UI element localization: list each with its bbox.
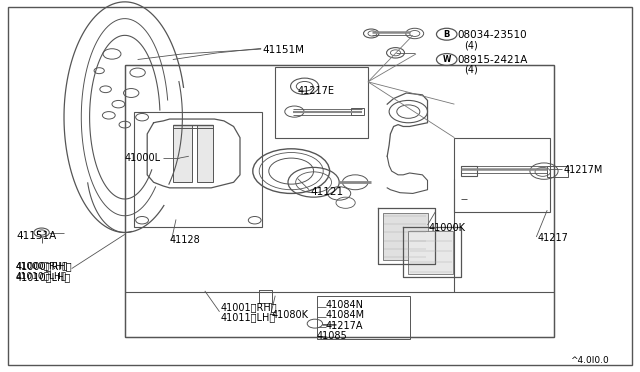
Text: 41000K: 41000K	[429, 223, 466, 232]
Text: 41010〈LH〉: 41010〈LH〉	[16, 272, 67, 280]
Bar	[547, 166, 568, 177]
Bar	[317, 296, 410, 339]
Text: 08915-2421A: 08915-2421A	[458, 55, 528, 64]
Text: 41151M: 41151M	[262, 45, 305, 55]
Bar	[173, 125, 192, 182]
Text: 41151A: 41151A	[16, 231, 56, 241]
Text: 41001〈RH〉: 41001〈RH〉	[221, 302, 277, 312]
Bar	[275, 67, 368, 138]
Text: 41084N: 41084N	[325, 300, 363, 310]
Text: 41217A: 41217A	[325, 321, 363, 331]
Bar	[454, 138, 550, 212]
Text: 08034-23510: 08034-23510	[458, 31, 527, 40]
Text: 41010〈LH〉: 41010〈LH〉	[16, 272, 71, 282]
Text: ^4.0I0.0: ^4.0I0.0	[570, 356, 609, 365]
Bar	[125, 65, 554, 337]
Text: 41121: 41121	[310, 187, 344, 196]
Text: 41011〈LH〉: 41011〈LH〉	[221, 312, 276, 322]
Text: 41128: 41128	[170, 235, 200, 245]
Text: 41217M: 41217M	[563, 166, 603, 175]
Bar	[383, 213, 428, 260]
Bar	[461, 166, 477, 176]
Bar	[408, 231, 453, 274]
Text: 41000L: 41000L	[125, 153, 161, 163]
Text: 41000〈RH〉: 41000〈RH〉	[16, 261, 72, 271]
Text: 41217: 41217	[538, 233, 568, 243]
Text: 41000〈RH〉: 41000〈RH〉	[16, 262, 68, 270]
Text: 41084M: 41084M	[325, 311, 364, 320]
Text: W: W	[442, 55, 451, 64]
Bar	[351, 108, 364, 115]
Text: 41217E: 41217E	[298, 86, 335, 96]
Text: B: B	[444, 30, 450, 39]
Text: 41085: 41085	[317, 331, 348, 341]
Bar	[134, 112, 262, 227]
Bar	[197, 125, 213, 182]
Text: (4): (4)	[464, 41, 477, 51]
Text: 41080K: 41080K	[272, 311, 309, 320]
Text: (4): (4)	[464, 65, 477, 75]
